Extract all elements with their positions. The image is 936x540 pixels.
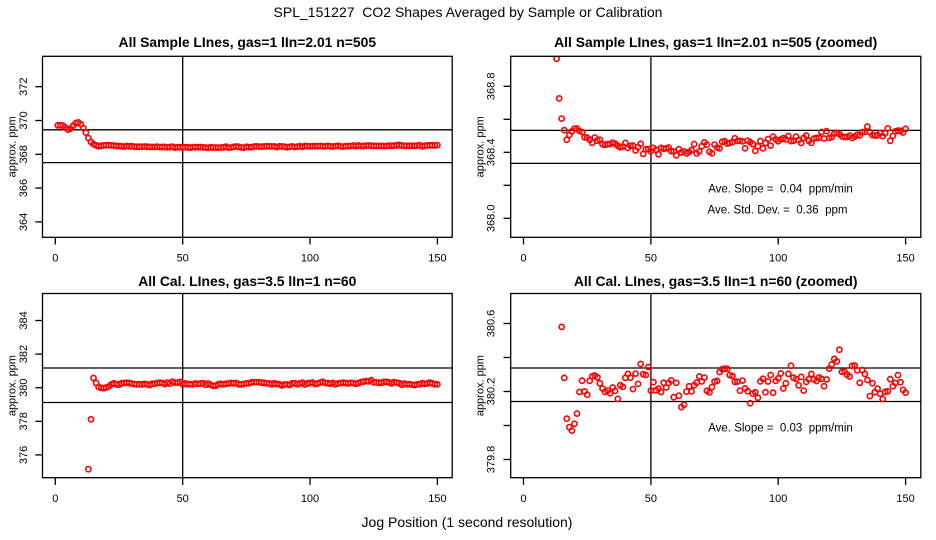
svg-text:Ave. Std. Dev. = 0.36 ppm: Ave. Std. Dev. = 0.36 ppm [708,205,848,217]
svg-text:379.8: 379.8 [486,446,498,474]
svg-text:150: 150 [428,493,446,505]
svg-text:0: 0 [520,253,526,265]
svg-text:380.6: 380.6 [486,310,498,338]
svg-text:approx. ppm: approx. ppm [7,355,19,416]
svg-text:376: 376 [18,446,30,464]
svg-text:368.4: 368.4 [486,139,498,167]
svg-text:382: 382 [18,345,30,363]
svg-text:0: 0 [520,493,526,505]
svg-text:0: 0 [52,253,58,265]
svg-text:All Sample LInes, gas=1 lIn=2.: All Sample LInes, gas=1 lIn=2.01 n=505 (… [554,34,877,50]
svg-text:50: 50 [645,493,657,505]
svg-text:150: 150 [896,493,914,505]
svg-text:372: 372 [18,78,30,96]
svg-text:All Sample LInes, gas=1 lIn=2.: All Sample LInes, gas=1 lIn=2.01 n=505 [119,34,377,50]
svg-text:100: 100 [769,253,787,265]
svg-text:378: 378 [18,412,30,430]
svg-text:384: 384 [18,311,30,329]
svg-text:368: 368 [18,145,30,163]
svg-text:366: 366 [18,179,30,197]
svg-text:0: 0 [52,493,58,505]
svg-text:approx. ppm: approx. ppm [475,116,487,177]
svg-text:50: 50 [177,253,189,265]
svg-text:All Cal. LInes, gas=3.5 lIn=1: All Cal. LInes, gas=3.5 lIn=1 n=60 (zoom… [574,273,858,289]
svg-text:50: 50 [177,493,189,505]
svg-text:All Cal. LInes, gas=3.5 lIn=1: All Cal. LInes, gas=3.5 lIn=1 n=60 [138,273,356,289]
svg-text:Jog Position (1 second resolut: Jog Position (1 second resolution) [362,514,573,530]
svg-text:364: 364 [18,213,30,231]
svg-text:approx. ppm: approx. ppm [475,355,487,416]
svg-text:100: 100 [301,493,319,505]
svg-text:approx. ppm: approx. ppm [7,116,19,177]
svg-text:50: 50 [645,253,657,265]
svg-text:100: 100 [769,493,787,505]
svg-text:150: 150 [896,253,914,265]
svg-text:368.8: 368.8 [486,73,498,101]
svg-text:SPL_151227 CO2 Shapes Average: SPL_151227 CO2 Shapes Averaged by Sample… [274,4,663,20]
svg-text:368.0: 368.0 [486,205,498,233]
svg-text:370: 370 [18,111,30,129]
svg-text:Ave. Slope = 0.03 ppm/min: Ave. Slope = 0.03 ppm/min [708,422,853,434]
svg-text:100: 100 [301,253,319,265]
svg-text:380.2: 380.2 [486,378,498,406]
svg-text:Ave. Slope = 0.04 ppm/min: Ave. Slope = 0.04 ppm/min [708,183,853,195]
svg-text:380: 380 [18,379,30,397]
svg-text:150: 150 [428,253,446,265]
